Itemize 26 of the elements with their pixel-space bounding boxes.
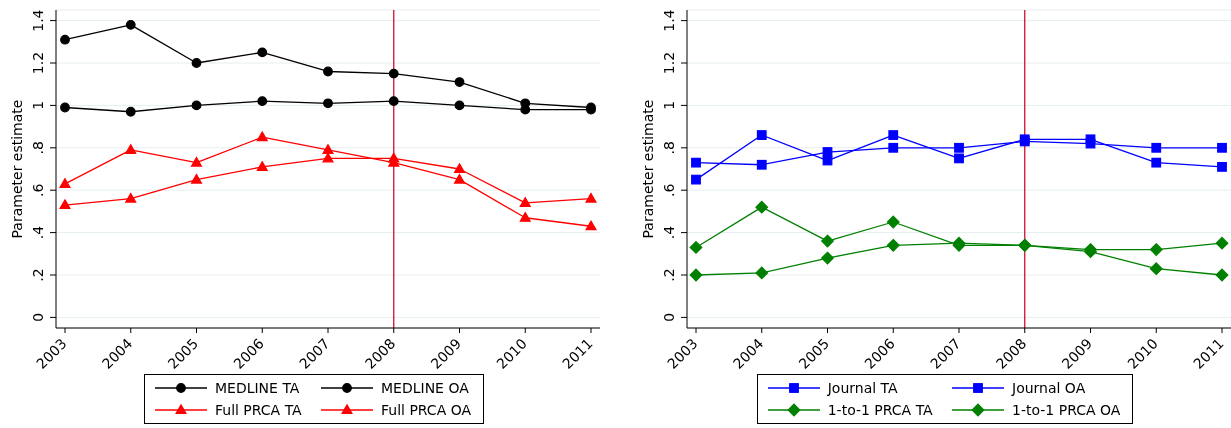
- y-tick-label: 0: [661, 312, 677, 322]
- y-axis-title: Parameter estimate: [8, 99, 25, 239]
- y-axis-title: Parameter estimate: [639, 99, 656, 239]
- y-tick-label: .8: [30, 141, 46, 155]
- legend-label: 1-to-1 PRCA TA: [827, 402, 933, 418]
- y-tick-label: .6: [30, 183, 46, 197]
- y-tick-label: 1.2: [661, 51, 677, 75]
- legend-label: MEDLINE OA: [381, 380, 469, 396]
- legend-label: Full PRCA OA: [381, 402, 472, 418]
- y-tick-label: 1: [30, 100, 46, 110]
- y-tick-label: 0: [30, 312, 46, 322]
- legend-label: MEDLINE TA: [214, 380, 300, 396]
- legend-label: 1-to-1 PRCA OA: [1012, 402, 1121, 418]
- y-tick-label: 1: [661, 100, 677, 110]
- legend-label: Full PRCA TA: [214, 402, 302, 418]
- y-tick-label: .8: [661, 141, 677, 155]
- legend-label: Journal OA: [1012, 380, 1086, 396]
- y-tick-label: 1.4: [661, 9, 677, 32]
- y-tick-label: .2: [661, 268, 677, 282]
- y-tick-label: 1.2: [30, 51, 46, 75]
- y-tick-label: .2: [30, 268, 46, 282]
- y-tick-label: .6: [661, 183, 677, 197]
- y-tick-label: .4: [661, 225, 677, 240]
- legend-label: Journal TA: [827, 380, 898, 396]
- y-tick-label: 1.4: [30, 9, 46, 32]
- y-tick-label: .4: [30, 225, 46, 240]
